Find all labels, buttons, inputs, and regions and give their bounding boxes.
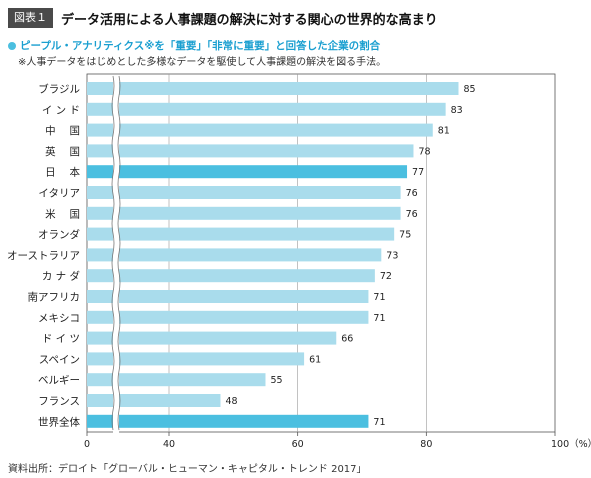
category-label: フランス	[38, 396, 80, 408]
x-tick-label: 60	[292, 439, 304, 450]
category-label: オランダ	[38, 228, 80, 241]
category-label: メキシコ	[38, 312, 80, 324]
bar	[87, 123, 433, 137]
bar	[87, 414, 369, 428]
value-label: 73	[386, 250, 398, 261]
chart-header: 図表１ データ活用による人事課題の解決に対する関心の世界的な高まり	[8, 8, 438, 28]
x-tick-label: 80	[420, 439, 432, 450]
bar	[87, 144, 414, 158]
category-label: 中 国	[45, 124, 80, 137]
chart-note: ※人事データをはじめとした多様なデータを駆使して人事課題の解決を図る手法。	[18, 57, 387, 68]
value-label: 61	[309, 354, 321, 365]
bar	[87, 269, 375, 283]
bar	[87, 82, 459, 95]
bar	[87, 248, 382, 262]
value-label: 85	[464, 84, 476, 95]
value-label: 75	[399, 230, 411, 241]
bar	[87, 290, 369, 303]
value-label: 71	[373, 417, 385, 428]
axis-break-band	[113, 75, 119, 431]
x-tick-label: 0	[84, 439, 90, 450]
value-label: 76	[406, 188, 418, 199]
value-label: 48	[225, 396, 237, 407]
bar	[87, 102, 446, 116]
bar	[87, 331, 337, 345]
x-tick-label: 100（%）	[551, 438, 591, 450]
category-label: イ ン ド	[42, 104, 80, 116]
value-label: 55	[271, 375, 283, 386]
figure-label: 図表１	[8, 8, 53, 28]
axis-break-line	[111, 75, 115, 431]
bar	[87, 206, 401, 220]
subtitle-row: ピープル・アナリティクス※を「重要」「非常に重要」と回答した企業の割合	[8, 38, 380, 53]
category-label: スペイン	[39, 354, 80, 366]
chart-title: データ活用による人事課題の解決に対する関心の世界的な高まり	[61, 12, 438, 28]
bar	[87, 394, 221, 407]
axis-break-line	[117, 75, 121, 431]
value-label: 76	[406, 209, 418, 220]
bar	[87, 227, 395, 241]
category-label: 世界全体	[38, 415, 80, 428]
bullet-icon	[8, 41, 16, 50]
source-note: 資料出所：デロイト「グローバル・ヒューマン・キャピタル・トレンド 2017」	[8, 464, 367, 475]
value-label: 77	[412, 167, 424, 178]
bar	[87, 352, 305, 366]
x-tick-label: 40	[163, 439, 175, 450]
category-label: イタリア	[38, 188, 80, 200]
value-label: 71	[373, 313, 385, 324]
category-label: 米 国	[45, 207, 80, 220]
category-label: 日 本	[45, 166, 80, 179]
value-label: 71	[373, 292, 385, 303]
category-label: カ ナ ダ	[42, 270, 81, 283]
value-label: 81	[438, 126, 450, 137]
category-label: 南アフリカ	[28, 291, 81, 304]
bar	[87, 186, 401, 199]
bar	[87, 373, 266, 387]
axis-break-gap	[113, 431, 119, 434]
value-label: 72	[380, 271, 392, 282]
bar	[87, 310, 369, 324]
category-label: ベルギー	[38, 375, 80, 387]
value-label: 83	[451, 105, 463, 116]
category-label: ド イ ツ	[42, 333, 80, 345]
category-label: 英 国	[45, 145, 80, 158]
category-label: オーストラリア	[7, 250, 80, 262]
category-label: ブラジル	[38, 83, 80, 96]
value-label: 66	[341, 334, 353, 345]
value-label: 78	[418, 146, 430, 157]
chart-subtitle: ピープル・アナリティクス※を「重要」「非常に重要」と回答した企業の割合	[20, 40, 381, 52]
bar	[87, 165, 408, 179]
